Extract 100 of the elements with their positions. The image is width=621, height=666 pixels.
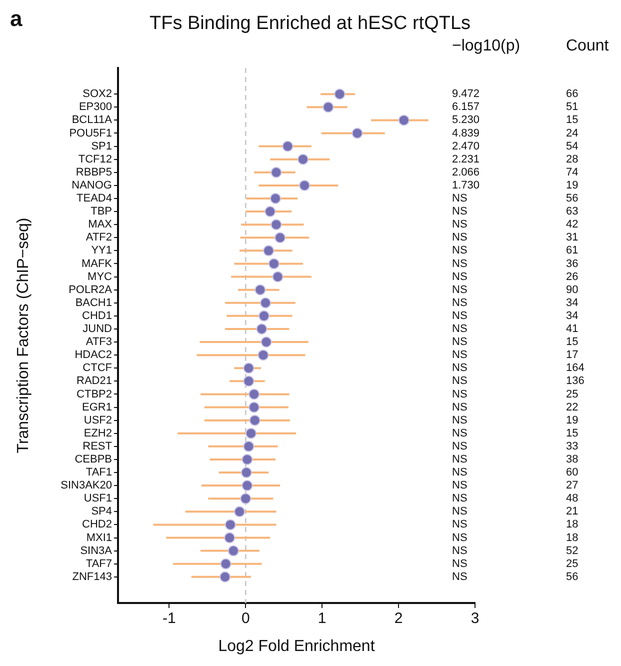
text: 27 (566, 480, 578, 492)
y-tick-label: USF1 (84, 492, 112, 505)
y-tick-label: NANOG (72, 179, 112, 192)
annotation: 6.157 (452, 101, 480, 114)
y-tick-label: ZNF143 (72, 570, 112, 583)
text: 34 (566, 310, 578, 322)
text: 19 (566, 179, 578, 192)
text: 25 (566, 558, 578, 570)
point (260, 297, 272, 308)
point (234, 506, 246, 518)
text: 34 (566, 296, 578, 309)
text: 17 (566, 349, 578, 362)
text: 38 (566, 453, 578, 466)
annotation: NS (452, 466, 468, 479)
point (256, 323, 268, 334)
annotation: NS (452, 206, 468, 218)
text: 18 (566, 532, 578, 544)
y-tick-label: CHD1 (82, 310, 112, 322)
annotation: 9.472 (452, 88, 480, 100)
point (270, 219, 282, 230)
annotation: NS (452, 336, 468, 348)
annotation: NS (452, 570, 468, 583)
text: 15 (566, 114, 578, 126)
y-tick-label: BACH1 (75, 296, 112, 309)
point (246, 428, 257, 439)
y-tick-label: POU5F1 (69, 127, 112, 140)
annotation: NS (452, 375, 468, 388)
y-tick-label: EZH2 (84, 427, 112, 440)
text: 136 (566, 375, 584, 388)
x-tick-label: 0 (241, 610, 250, 628)
y-tick-label: SIN3A (80, 544, 113, 557)
text: 164 (566, 362, 584, 374)
annotation: NS (452, 480, 468, 492)
chart-title: TFs Binding Enriched at hESC rtQTLs (149, 13, 471, 34)
point (282, 140, 294, 152)
annotation: NS (452, 401, 468, 414)
text: 74 (566, 166, 578, 178)
point (224, 519, 236, 530)
y-tick-label: CTBP2 (76, 388, 112, 400)
point (258, 350, 269, 361)
y-tick-label: TEAD4 (76, 192, 112, 205)
point (243, 376, 254, 387)
point (243, 362, 254, 374)
y-tick-label: JUND (82, 323, 112, 336)
annotation: NS (452, 218, 468, 231)
point (298, 154, 308, 165)
point (242, 480, 253, 492)
x-tick-label: 3 (470, 610, 480, 628)
y-tick-label: TAF1 (86, 466, 112, 479)
point (398, 114, 410, 126)
point (243, 440, 254, 452)
text: 15 (566, 336, 578, 348)
text: 33 (566, 440, 578, 452)
annotation: 2.470 (452, 140, 480, 152)
annotation: NS (452, 414, 468, 426)
y-tick-label: REST (82, 440, 112, 452)
annotation: NS (452, 258, 468, 270)
point (258, 310, 270, 322)
text: 41 (566, 323, 578, 336)
text: 60 (566, 466, 578, 479)
point (264, 206, 276, 218)
annotation: NS (452, 296, 468, 309)
annotation: 5.230 (452, 114, 480, 126)
text: 56 (566, 570, 578, 583)
annotation: NS (452, 518, 468, 531)
y-tick-label: HDAC2 (74, 349, 112, 362)
text: 31 (566, 232, 578, 244)
y-tick-label: TCF12 (78, 153, 112, 166)
annotation: NS (452, 323, 468, 336)
text: 28 (566, 153, 578, 166)
point (240, 493, 252, 504)
point (299, 180, 310, 191)
y-tick-label: EGR1 (82, 401, 112, 414)
point (254, 284, 266, 296)
y-tick-label: YY1 (91, 244, 112, 257)
annotation: NS (452, 427, 468, 440)
point (248, 402, 260, 413)
point (322, 102, 334, 113)
text: Count (566, 37, 610, 54)
y-tick-label: MAX (88, 218, 113, 231)
x-tick-label: 1 (318, 610, 326, 628)
annotation: NS (452, 244, 468, 257)
text: 42 (566, 218, 578, 231)
text: 63 (566, 206, 578, 218)
annotation: NS (452, 558, 468, 570)
point (220, 558, 232, 570)
x-tick-label: 2 (394, 610, 403, 628)
annotation: NS (452, 532, 468, 544)
point (260, 336, 272, 348)
point (248, 388, 260, 400)
point (268, 258, 280, 270)
point (334, 88, 346, 100)
annotation: NS (452, 440, 468, 452)
y-tick-label: ATF3 (86, 336, 112, 348)
point (263, 245, 274, 256)
point (352, 128, 363, 139)
y-tick-label: TAF7 (86, 558, 112, 570)
y-tick-label: CEBPB (74, 453, 112, 466)
annotation: NS (452, 453, 468, 466)
point (274, 232, 286, 244)
